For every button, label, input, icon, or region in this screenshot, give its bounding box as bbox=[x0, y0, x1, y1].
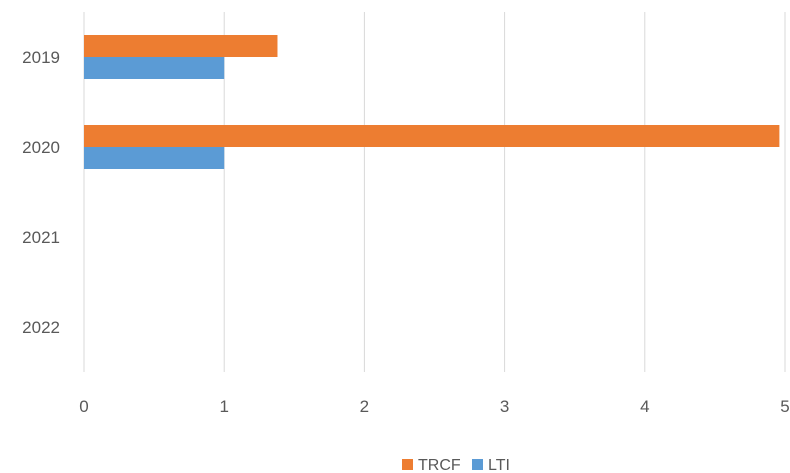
legend-swatch-lti bbox=[472, 459, 483, 470]
x-tick-label: 1 bbox=[219, 397, 228, 416]
bar-trcf-2020 bbox=[84, 125, 780, 147]
x-tick-label: 3 bbox=[500, 397, 509, 416]
y-tick-label: 2019 bbox=[22, 48, 60, 67]
legend-label-trcf: TRCF bbox=[418, 457, 461, 473]
y-tick-label: 2020 bbox=[22, 138, 60, 157]
x-tick-label: 0 bbox=[79, 397, 88, 416]
x-tick-label: 5 bbox=[780, 397, 789, 416]
legend: TRCF LTI bbox=[402, 457, 510, 473]
y-tick-label: 2022 bbox=[22, 318, 60, 337]
category-axis-labels: 2019 2020 2021 2022 bbox=[22, 48, 60, 337]
bars bbox=[84, 35, 780, 169]
legend-label-lti: LTI bbox=[488, 457, 510, 473]
x-tick-label: 4 bbox=[640, 397, 649, 416]
bar-trcf-2019 bbox=[84, 35, 278, 57]
bar-lti-2020 bbox=[84, 147, 225, 169]
x-tick-label: 2 bbox=[360, 397, 369, 416]
y-tick-label: 2021 bbox=[22, 228, 60, 247]
legend-swatch-trcf bbox=[402, 459, 413, 470]
bar-lti-2019 bbox=[84, 57, 225, 79]
value-axis-labels: 0 1 2 3 4 5 bbox=[79, 397, 789, 416]
